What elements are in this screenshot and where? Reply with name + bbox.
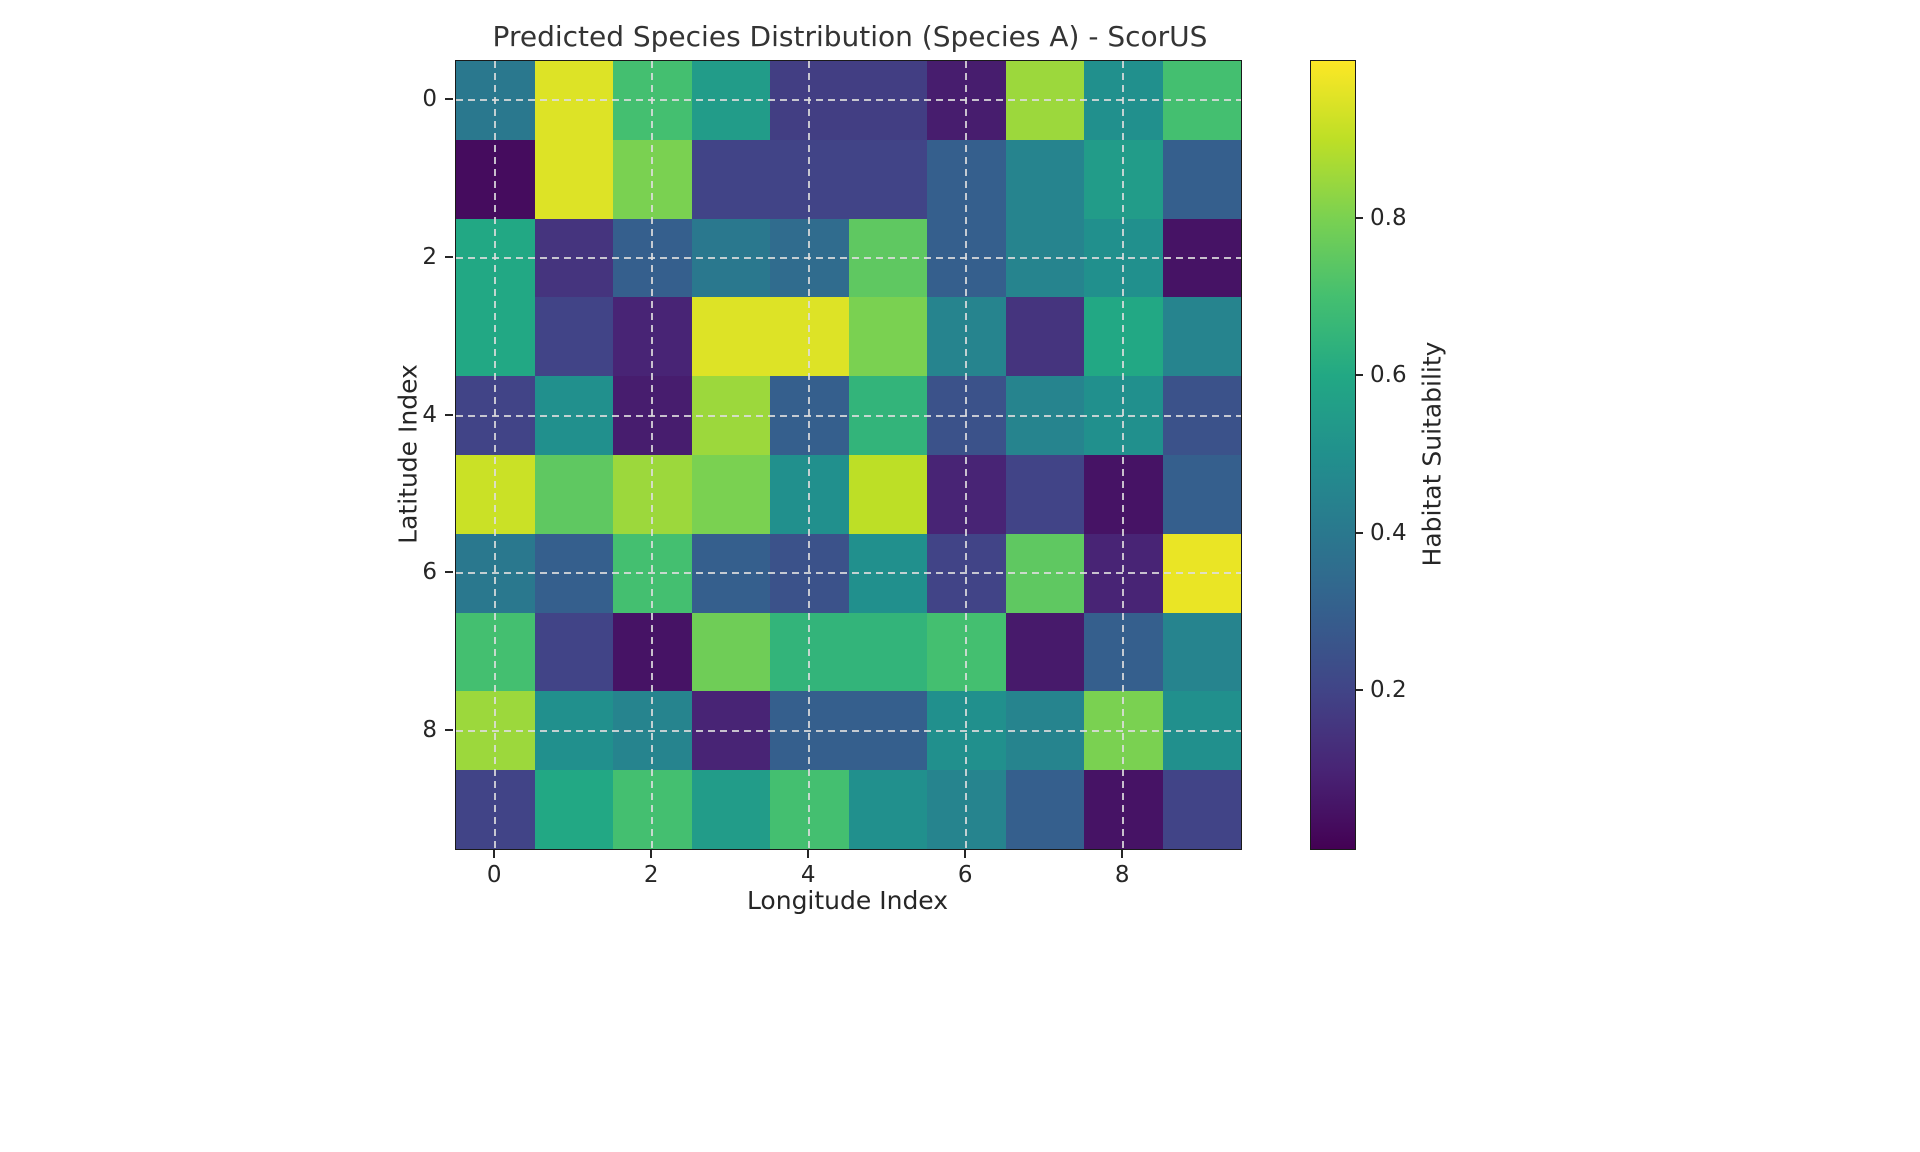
x-tick-mark (964, 850, 967, 858)
x-tick-label: 0 (486, 862, 502, 888)
x-axis-label: Longitude Index (746, 886, 949, 915)
heatmap-cell (1162, 612, 1241, 692)
heatmap-cell (1005, 612, 1085, 692)
colorbar-label: Habitat Suitability (1417, 341, 1447, 567)
heatmap-cell (848, 139, 928, 220)
heatmap-cell (1162, 139, 1241, 220)
x-tick-label: 6 (957, 862, 973, 888)
heatmap-cell (534, 297, 614, 377)
colorbar-tick-mark (1356, 531, 1363, 534)
y-axis-label: Latitude Index (393, 364, 423, 544)
gridline-vertical (494, 61, 497, 849)
gridline-horizontal (456, 257, 1241, 259)
colorbar-tick-label: 0.6 (1370, 362, 1407, 389)
heatmap-cell (691, 139, 771, 220)
gridline-horizontal (456, 414, 1241, 417)
heatmap-cell (848, 612, 928, 692)
heatmap-cell (848, 770, 928, 849)
x-tick-label: 4 (800, 862, 816, 888)
heatmap-cell (1162, 297, 1241, 377)
x-tick-mark (650, 850, 653, 858)
colorbar-tick-mark (1356, 374, 1363, 377)
gridline-horizontal (456, 99, 1241, 102)
heatmap-cell (534, 770, 614, 849)
x-tick-label: 2 (643, 862, 659, 888)
x-tick-label: 8 (1114, 862, 1130, 888)
y-tick-label: 0 (422, 86, 437, 113)
y-tick-label: 4 (422, 401, 437, 428)
heatmap-cell (691, 455, 771, 535)
heatmap-cell (1162, 770, 1241, 849)
heatmap-cell (1005, 139, 1085, 220)
gridline-vertical (1122, 61, 1125, 849)
heatmap-cell (1162, 455, 1241, 535)
chart-title: Predicted Species Distribution (Species … (492, 20, 1208, 53)
heatmap-cell (848, 455, 928, 535)
x-tick-mark (1121, 850, 1124, 858)
x-tick-mark (493, 850, 496, 858)
gridline-vertical (808, 61, 811, 849)
y-tick-mark (445, 413, 453, 416)
colorbar-tick-mark (1356, 216, 1363, 219)
colorbar-tick-mark (1356, 689, 1363, 692)
heatmap-axes (455, 60, 1242, 850)
y-tick-label: 2 (422, 244, 437, 270)
heatmap-cell (1005, 297, 1085, 377)
y-tick-mark (445, 571, 453, 574)
heatmap-cell (1005, 770, 1085, 849)
heatmap-cell (534, 139, 614, 220)
colorbar-tick-label: 0.2 (1370, 677, 1407, 704)
heatmap-cell (691, 297, 771, 377)
heatmap-cell (534, 455, 614, 535)
gridline-horizontal (456, 572, 1241, 575)
colorbar-tick-label: 0.8 (1370, 204, 1407, 231)
y-tick-mark (445, 728, 453, 731)
y-tick-label: 8 (422, 716, 437, 743)
colorbar-tick-label: 0.4 (1370, 519, 1407, 546)
heatmap-cell (1005, 455, 1085, 535)
heatmap-cell (691, 770, 771, 849)
heatmap-cell (848, 297, 928, 377)
gridline-vertical (965, 61, 968, 849)
gridline-horizontal (456, 729, 1241, 732)
y-tick-mark (445, 256, 453, 258)
y-tick-mark (445, 98, 453, 101)
heatmap-cell (534, 612, 614, 692)
heatmap-cell (691, 612, 771, 692)
colorbar (1310, 60, 1356, 850)
gridline-vertical (651, 61, 654, 849)
x-tick-mark (807, 850, 810, 858)
y-tick-label: 6 (422, 559, 437, 586)
